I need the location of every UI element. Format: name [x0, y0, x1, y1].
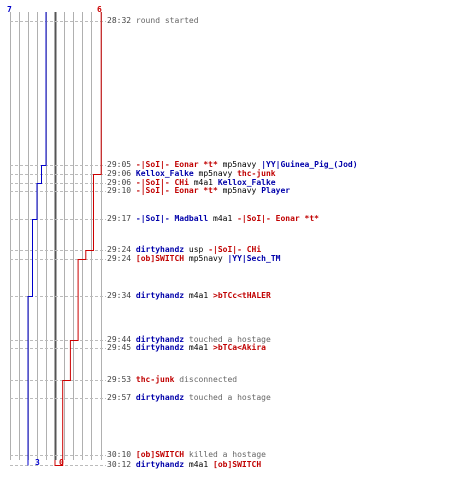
event-weapon: mp5navy — [222, 160, 257, 169]
event-victim-name: -|SoI|- Eonar *t* — [237, 214, 319, 223]
event-timestamp: 29:34 — [107, 291, 132, 300]
event-actor-name: dirtyhandz — [135, 291, 185, 300]
event-timestamp: 29:44 — [107, 335, 132, 344]
event-timestamp: 29:05 — [107, 160, 132, 169]
event-actor-name: [ob]SWITCH — [135, 450, 185, 459]
event-actor-name: dirtyhandz — [135, 343, 185, 352]
event-weapon: mp5navy — [198, 169, 233, 178]
event-victim-name: [ob]SWITCH — [213, 460, 262, 469]
event-message: touched a hostage — [188, 393, 271, 402]
event-row: 29:06 Kellox_Falke mp5navy thc-junk — [107, 169, 276, 179]
event-victim-name: Kellox_Falke — [217, 178, 276, 187]
event-timestamp: 30:12 — [107, 460, 132, 469]
event-row: 29:24 [ob]SWITCH mp5navy |YY|Sech_TM — [107, 254, 280, 264]
t-alive-step-line — [54, 12, 102, 466]
event-weapon: usp — [188, 245, 204, 254]
t-end-score: 0 — [59, 458, 64, 467]
t-start-score: 6 — [97, 5, 102, 14]
event-victim-name: |YY|Sech_TM — [227, 254, 281, 263]
event-weapon: mp5navy — [188, 254, 223, 263]
event-actor-name: -|SoI|- CHi — [135, 178, 189, 187]
event-actor-name: thc-junk — [135, 375, 175, 384]
event-weapon: m4a1 — [188, 291, 209, 300]
event-message: touched a hostage — [188, 335, 271, 344]
event-row: 29:10 -|SoI|- Eonar *t* mp5navy Player — [107, 186, 290, 196]
event-row: 30:10 [ob]SWITCH killed a hostage — [107, 450, 266, 460]
event-row: 29:24 dirtyhandz usp -|SoI|- CHi — [107, 245, 261, 255]
event-victim-name: |YY|Guinea_Pig_(Jod) — [261, 160, 358, 169]
event-row: 29:34 dirtyhandz m4a1 >bTCc<tHALER — [107, 291, 271, 301]
event-weapon: m4a1 — [213, 214, 233, 223]
event-weapon: mp5navy — [222, 186, 257, 195]
ct-start-score: 7 — [7, 5, 12, 14]
event-row: 29:44 dirtyhandz touched a hostage — [107, 335, 271, 345]
event-row: 29:57 dirtyhandz touched a hostage — [107, 393, 271, 403]
event-victim-name: thc-junk — [237, 169, 276, 178]
event-actor-name: -|SoI|- Madball — [135, 214, 209, 223]
event-message: killed a hostage — [188, 450, 266, 459]
event-actor-name: -|SoI|- Eonar *t* — [135, 160, 218, 169]
event-row: 29:45 dirtyhandz m4a1 >bTCa<Akira — [107, 343, 266, 353]
event-victim-name: >bTCc<tHALER — [213, 291, 271, 300]
event-row: 29:06 -|SoI|- CHi m4a1 Kellox_Falke — [107, 178, 276, 188]
event-timestamp: 29:24 — [107, 245, 132, 254]
event-timestamp: 29:57 — [107, 393, 132, 402]
event-row: 29:05 -|SoI|- Eonar *t* mp5navy |YY|Guin… — [107, 160, 358, 170]
event-timestamp: 29:06 — [107, 169, 132, 178]
event-actor-name: [ob]SWITCH — [135, 254, 185, 263]
event-row: 29:17 -|SoI|- Madball m4a1 -|SoI|- Eonar… — [107, 214, 319, 224]
ct-alive-step-line — [27, 12, 47, 466]
event-actor-name: dirtyhandz — [135, 335, 185, 344]
event-actor-name: -|SoI|- Eonar *t* — [135, 186, 218, 195]
event-victim-name: Player — [261, 186, 291, 195]
event-actor-name: dirtyhandz — [135, 393, 185, 402]
event-timestamp: 29:45 — [107, 343, 132, 352]
event-timestamp: 28:32 — [107, 16, 132, 25]
event-timestamp: 29:06 — [107, 178, 132, 187]
event-actor-name: Kellox_Falke — [135, 169, 194, 178]
event-row: 28:32 round started — [107, 16, 199, 26]
event-timestamp: 30:10 — [107, 450, 132, 459]
event-timestamp: 29:53 — [107, 375, 132, 384]
event-weapon: m4a1 — [188, 343, 209, 352]
event-message: disconnected — [179, 375, 238, 384]
event-row: 30:12 dirtyhandz m4a1 [ob]SWITCH — [107, 460, 261, 470]
event-weapon: m4a1 — [188, 460, 209, 469]
event-victim-name: >bTCa<Akira — [213, 343, 266, 352]
event-row: 29:53 thc-junk disconnected — [107, 375, 237, 385]
event-weapon: m4a1 — [193, 178, 213, 187]
event-timestamp: 29:17 — [107, 214, 132, 223]
event-actor-name: dirtyhandz — [135, 460, 185, 469]
ct-end-score: 3 — [35, 458, 40, 467]
event-message: round started — [135, 16, 199, 25]
event-actor-name: dirtyhandz — [135, 245, 185, 254]
event-timestamp: 29:24 — [107, 254, 132, 263]
event-timestamp: 29:10 — [107, 186, 132, 195]
event-victim-name: -|SoI|- CHi — [208, 245, 262, 254]
